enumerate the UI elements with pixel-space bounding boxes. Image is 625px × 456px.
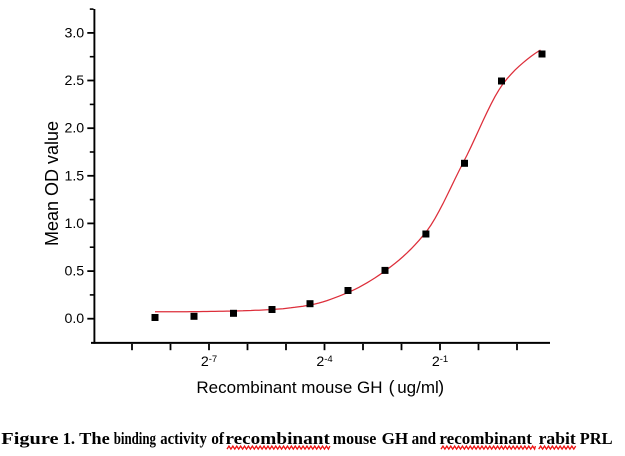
svg-text:0.0: 0.0 <box>64 311 84 327</box>
svg-text:2.0: 2.0 <box>64 121 84 137</box>
svg-text:The: The <box>79 429 110 448</box>
svg-text:Mean OD value: Mean OD value <box>42 121 62 246</box>
svg-text:GH: GH <box>382 429 409 448</box>
svg-text:activity: activity <box>160 429 207 448</box>
svg-text:ug/ml: ug/ml <box>397 378 439 397</box>
svg-text:1.0: 1.0 <box>64 216 84 232</box>
svg-text:PRL: PRL <box>580 429 613 448</box>
svg-text:of: of <box>211 429 224 448</box>
svg-text:1.: 1. <box>63 429 76 448</box>
svg-text:binding: binding <box>114 429 157 448</box>
svg-text:(: ( <box>389 377 395 397</box>
svg-text:recombinant: recombinant <box>439 429 532 448</box>
svg-text:1.5: 1.5 <box>64 168 84 184</box>
svg-text:Figure: Figure <box>1 429 59 448</box>
svg-text:recombinant: recombinant <box>225 429 330 448</box>
svg-text:rabit: rabit <box>539 429 577 448</box>
svg-text:Recombinant mouse GH: Recombinant mouse GH <box>196 378 382 397</box>
svg-text:mouse: mouse <box>333 429 377 448</box>
svg-text:and: and <box>412 429 437 448</box>
svg-text:0.5: 0.5 <box>64 264 84 280</box>
svg-text:): ) <box>438 377 444 397</box>
svg-text:3.0: 3.0 <box>64 25 84 41</box>
svg-text:2.5: 2.5 <box>64 73 84 89</box>
